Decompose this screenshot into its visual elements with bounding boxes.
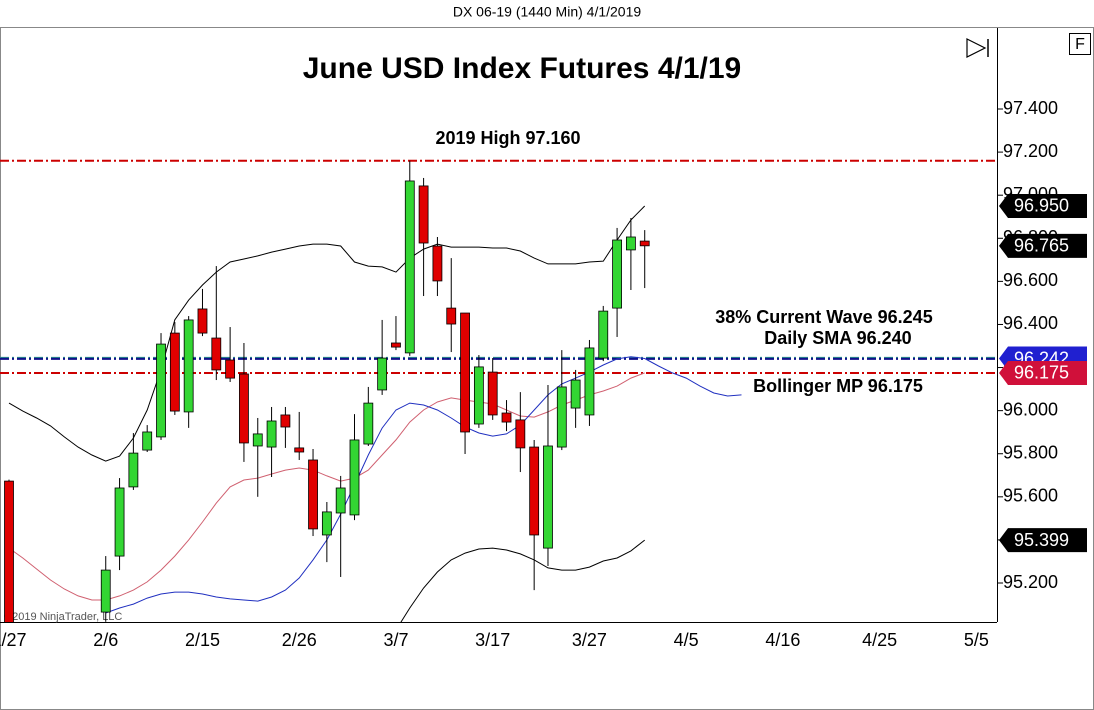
x-tick-label: 3/27 xyxy=(572,630,607,650)
candle-body xyxy=(156,343,166,438)
candle-body xyxy=(584,347,595,416)
y-tick-label: 95.200 xyxy=(1003,572,1058,592)
y-tick-label: 96.600 xyxy=(1003,270,1058,290)
y-tick-label: 96.000 xyxy=(1003,399,1058,419)
candle-body xyxy=(391,342,401,348)
candle-body xyxy=(556,386,567,448)
candle-body xyxy=(598,310,609,359)
chart-title: June USD Index Futures 4/1/19 xyxy=(303,52,741,85)
price-flag xyxy=(999,360,1087,385)
x-tick-label: 2/15 xyxy=(185,630,220,650)
candle-body xyxy=(335,487,346,514)
candle-body xyxy=(4,480,14,622)
annotation: Daily SMA 96.240 xyxy=(764,328,911,348)
candle-body xyxy=(432,245,443,282)
x-tick-label: 3/7 xyxy=(383,630,408,650)
price-flag xyxy=(999,233,1087,258)
candle-body xyxy=(570,379,581,409)
candle-body xyxy=(349,439,360,516)
x-tick-label: 1/27 xyxy=(0,630,27,650)
candle-body xyxy=(308,459,318,530)
candle-body xyxy=(473,366,484,425)
x-tick-label: 2/26 xyxy=(282,630,317,650)
candle-body xyxy=(543,445,553,549)
indicator-line xyxy=(105,356,742,614)
candle-body xyxy=(626,236,636,251)
candle-body xyxy=(252,433,263,447)
candle-body xyxy=(446,307,457,325)
candle-body xyxy=(321,511,332,536)
x-tick-label: 5/5 xyxy=(964,630,989,650)
annotation: 2019 High 97.160 xyxy=(435,128,580,148)
watermark: ©2019 NinjaTrader, LLC xyxy=(4,611,122,623)
annotation: 38% Current Wave 96.245 xyxy=(715,307,932,327)
price-flag-label: 96.175 xyxy=(1014,363,1069,383)
candle-body xyxy=(128,452,139,488)
price-flag-label: 96.950 xyxy=(1014,196,1069,216)
window-title: DX 06-19 (1440 Min) 4/1/2019 xyxy=(453,4,642,20)
indicator-line xyxy=(8,372,645,601)
annotation: Bollinger MP 96.175 xyxy=(753,376,923,396)
candle-body xyxy=(100,569,111,613)
candle-body xyxy=(363,402,374,445)
y-tick-label: 95.800 xyxy=(1003,442,1058,462)
f-button-label[interactable]: F xyxy=(1075,36,1085,53)
candle-body xyxy=(418,185,429,244)
x-tick-label: 4/25 xyxy=(862,630,897,650)
candle-body xyxy=(612,239,622,309)
candle-body xyxy=(239,373,249,444)
play-icon xyxy=(966,38,987,58)
candle-body xyxy=(639,240,650,247)
indicator-line xyxy=(8,205,646,462)
y-tick-label: 95.600 xyxy=(1003,486,1058,506)
y-tick-label: 97.200 xyxy=(1003,141,1058,161)
x-tick-label: 4/16 xyxy=(765,630,800,650)
y-tick-label: 97.400 xyxy=(1003,98,1058,118)
f-button[interactable] xyxy=(1069,33,1091,55)
price-flag-label: 95.399 xyxy=(1014,530,1069,550)
candle-body xyxy=(211,337,222,371)
candle-body xyxy=(377,357,388,391)
candle-body xyxy=(404,180,415,354)
x-tick-label: 4/5 xyxy=(674,630,699,650)
candle-body xyxy=(142,431,153,451)
price-flag-label: 96.765 xyxy=(1014,236,1069,256)
candle-body xyxy=(529,446,540,536)
candle-body xyxy=(225,359,236,379)
candle-body xyxy=(197,308,208,334)
play-button[interactable] xyxy=(966,38,989,58)
candle-body xyxy=(501,412,512,423)
x-tick-label: 2/6 xyxy=(93,630,118,650)
candle-body xyxy=(487,371,498,416)
candle-body xyxy=(266,420,277,448)
candle-body xyxy=(294,447,305,453)
price-flag xyxy=(999,193,1087,218)
y-tick-label: 96.400 xyxy=(1003,313,1058,333)
candle-body xyxy=(460,312,470,433)
candle-body xyxy=(183,319,194,413)
candle-body xyxy=(515,419,526,449)
indicator-line xyxy=(400,539,646,622)
candle-body xyxy=(280,414,291,428)
candle-body xyxy=(114,487,125,557)
price-flag xyxy=(999,528,1087,553)
x-tick-label: 3/17 xyxy=(475,630,510,650)
candle-body xyxy=(169,332,180,412)
